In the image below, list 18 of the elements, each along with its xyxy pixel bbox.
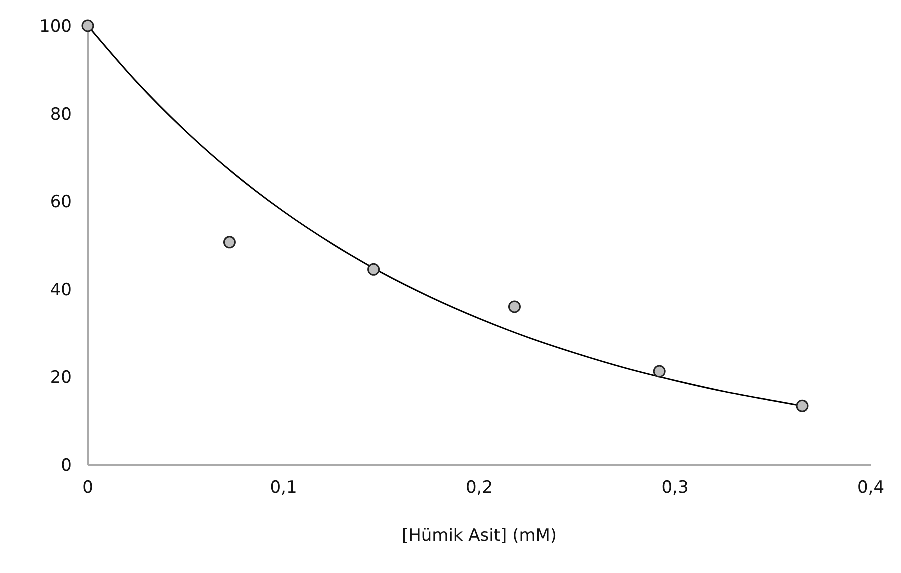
y-tick-label: 100	[40, 17, 72, 38]
point	[223, 236, 236, 249]
point	[368, 263, 380, 276]
x-axis-title: [Hümik Asit] (mM)	[402, 526, 558, 546]
point	[796, 400, 809, 412]
x-tick-label: 0	[82, 478, 94, 498]
y-tick-label: 40	[50, 280, 72, 300]
x-tick-label: 0,4	[857, 478, 885, 498]
point	[653, 365, 666, 378]
x-tick-label: 0,3	[662, 478, 689, 498]
y-tick-label: 60	[50, 192, 72, 213]
x-tick-label: 0,1	[270, 478, 298, 498]
point	[508, 300, 521, 314]
y-tick-label: 0	[61, 456, 72, 476]
y-tick-label: 80	[50, 104, 72, 125]
y-tick-label: 20	[50, 368, 72, 388]
x-tick-label: 0,2	[466, 478, 494, 498]
point	[82, 20, 94, 32]
